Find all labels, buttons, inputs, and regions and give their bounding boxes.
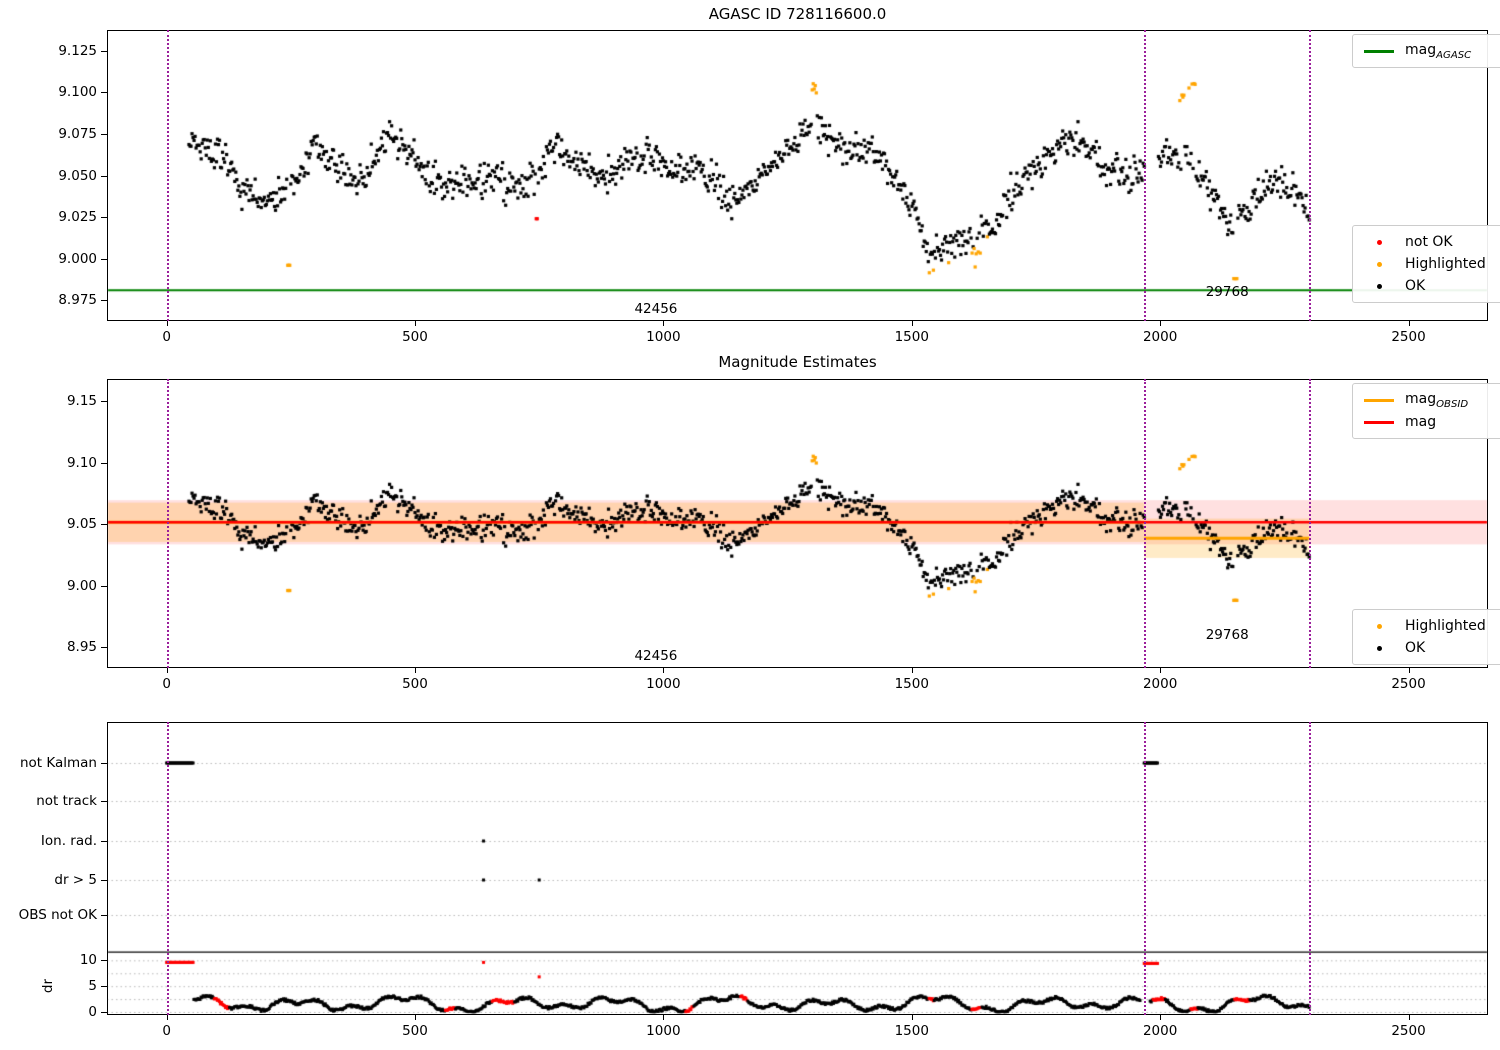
flag-row-tick: [101, 915, 107, 916]
obsid-divider: [166, 30, 169, 321]
flag-row-tick: [101, 841, 107, 842]
dr-tick-mark: [101, 960, 107, 962]
obsid-divider: [1309, 722, 1312, 1015]
x-axis-tick-mark: [1408, 1015, 1410, 1020]
x-axis-tick-label: 2000: [1142, 1023, 1178, 1039]
dr-tick-mark: [101, 986, 107, 988]
x-axis-tick-label: 2500: [1391, 1023, 1426, 1039]
x-axis-tick-label: 1500: [894, 1023, 929, 1039]
obsid-annotation: 42456: [634, 301, 678, 317]
flag-row-tick: [101, 801, 107, 802]
flag-row-label: not Kalman: [19, 755, 97, 771]
obsid-divider: [166, 379, 169, 668]
obsid-annotation: 42456: [634, 648, 678, 664]
flag-row-label: Ion. rad.: [40, 833, 97, 849]
obsid-divider: [1144, 722, 1147, 1015]
flag-row-label: dr > 5: [54, 872, 97, 888]
dr-axis-label: dr: [40, 979, 56, 994]
x-axis-tick-mark: [911, 1015, 913, 1020]
obsid-divider: [1144, 30, 1147, 321]
flag-row-tick: [101, 763, 107, 764]
obsid-annotation: 29768: [1205, 284, 1249, 300]
x-axis-tick-mark: [166, 1015, 168, 1020]
dr-tick-mark: [101, 1012, 107, 1013]
obsid-divider: [1309, 379, 1312, 668]
dr-tick-label: 10: [79, 952, 97, 969]
obsid-divider: [1309, 30, 1312, 321]
obsid-divider: [166, 722, 169, 1015]
dr-tick-label: 5: [88, 978, 97, 995]
x-axis-tick-label: 1000: [646, 1023, 681, 1039]
obsid-annotation: 29768: [1205, 627, 1249, 643]
x-axis-tick-label: 0: [162, 1023, 171, 1039]
flag-row-label: not track: [36, 793, 97, 809]
x-axis-tick-mark: [1160, 1015, 1162, 1020]
x-axis-tick-label: 500: [402, 1023, 428, 1039]
x-axis-tick-mark: [414, 1015, 416, 1020]
flag-row-label: OBS not OK: [18, 907, 97, 923]
flag-row-tick: [101, 880, 107, 881]
dr-tick-label: 0: [88, 1004, 97, 1020]
obsid-divider: [1144, 379, 1147, 668]
x-axis-tick-mark: [663, 1015, 665, 1020]
